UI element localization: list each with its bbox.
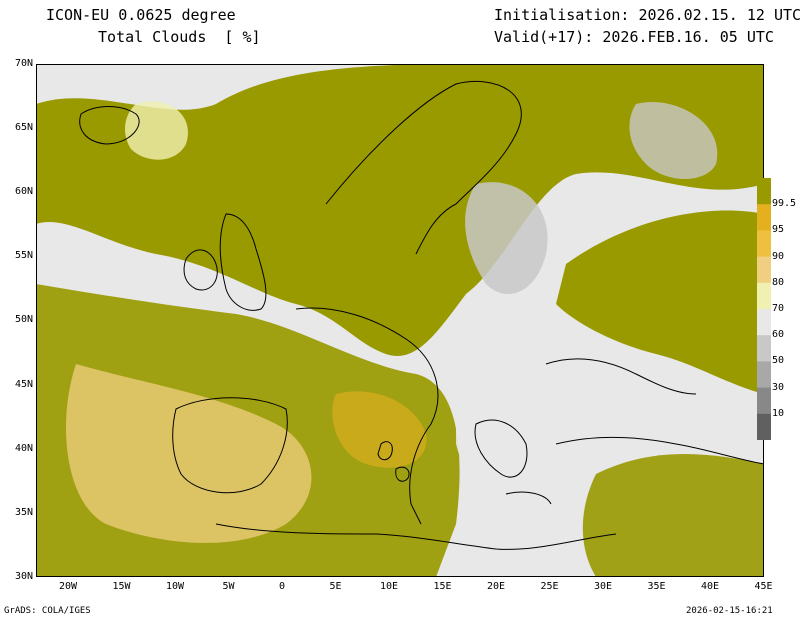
cloud-map	[36, 64, 764, 577]
lon-label: 5E	[329, 581, 342, 592]
legend-label: 10	[772, 407, 785, 419]
lon-label: 40E	[700, 581, 720, 592]
lon-label: 0	[278, 581, 286, 592]
lon-label: 10W	[165, 581, 185, 592]
legend-colorbar	[757, 178, 771, 440]
footer-credit: GrADS: COLA/IGES	[4, 606, 91, 616]
legend-swatch	[757, 256, 771, 284]
lat-label: 35N	[14, 506, 33, 518]
lon-label: 30E	[593, 581, 613, 592]
model-title: ICON-EU 0.0625 degree	[46, 6, 236, 24]
lon-label: 10E	[379, 581, 399, 592]
legend-swatch	[757, 230, 771, 258]
legend-label: 60	[772, 329, 785, 341]
valid-time: Valid(+17): 2026.FEB.16. 05 UTC	[494, 28, 774, 46]
lat-label: 55N	[14, 250, 33, 262]
legend-label: 99.5	[772, 198, 797, 210]
legend-swatch	[757, 282, 771, 310]
legend-swatch	[757, 309, 771, 336]
cloud-map-canvas	[36, 64, 764, 577]
legend-swatch	[757, 178, 771, 205]
footer-timestamp: 2026-02-15-16:21	[686, 606, 773, 616]
legend-label: 95	[772, 224, 785, 236]
lon-label: 20E	[486, 581, 506, 592]
lon-label: 35E	[647, 581, 666, 592]
lat-label: 40N	[14, 442, 33, 454]
init-time: Initialisation: 2026.02.15. 12 UTC	[494, 6, 800, 24]
lon-label: 20W	[58, 581, 78, 592]
legend-label: 80	[772, 276, 785, 288]
legend-label: 30	[772, 381, 785, 393]
lon-label: 5W	[222, 581, 235, 592]
lon-label: 25E	[540, 581, 559, 592]
field-title: Total Clouds [ %]	[98, 28, 261, 46]
lat-label: 70N	[14, 58, 33, 69]
legend-label: 70	[772, 303, 785, 314]
lat-label: 60N	[14, 186, 33, 198]
cloud-field	[36, 64, 764, 577]
legend-swatch	[757, 413, 771, 440]
lat-label: 45N	[14, 378, 33, 390]
lon-label: 15W	[112, 581, 131, 592]
coastlines	[79, 80, 764, 550]
legend-label: 90	[772, 250, 785, 262]
legend-label: 50	[772, 355, 785, 367]
lat-label: 65N	[14, 122, 33, 134]
legend-swatch	[757, 361, 771, 389]
lat-label: 50N	[14, 314, 33, 326]
legend-swatch	[757, 204, 771, 231]
lon-label: 45E	[754, 581, 773, 592]
lat-label: 30N	[14, 570, 33, 582]
legend-swatch	[757, 387, 771, 415]
legend-swatch	[757, 335, 771, 362]
lon-label: 15E	[433, 581, 452, 592]
